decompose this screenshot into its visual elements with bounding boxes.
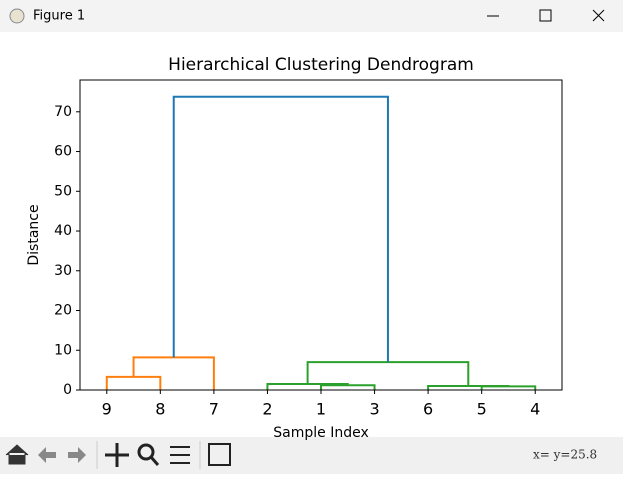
y-tick-label: 40	[54, 223, 72, 239]
plot-frame	[79, 79, 563, 391]
y-tick-label: 60	[54, 144, 72, 160]
x-tick-label: 4	[530, 400, 540, 419]
dendrogram-link	[105, 375, 162, 390]
dendrogram-link	[172, 95, 389, 363]
x-tick-label: 5	[477, 400, 487, 419]
x-tick-label: 8	[155, 400, 165, 419]
zoom-button[interactable]	[137, 443, 160, 466]
title-bar	[0, 0, 623, 32]
configure-button[interactable]	[170, 446, 190, 464]
y-tick-label: 30	[54, 263, 72, 279]
x-tick-label: 3	[369, 400, 379, 419]
close-button[interactable]	[592, 9, 605, 22]
dendrogram-link	[266, 383, 349, 390]
y-tick-label: 50	[54, 183, 72, 199]
window-title: Figure 1	[33, 9, 85, 24]
dendrogram-link	[320, 384, 376, 390]
pan-button[interactable]	[105, 443, 129, 467]
save-button[interactable]	[208, 443, 231, 466]
y-tick-label: 10	[54, 342, 72, 358]
y-tick-label: 70	[54, 104, 72, 120]
y-tick-label: 0	[63, 382, 72, 398]
x-tick-label: 1	[316, 400, 326, 419]
dendrogram-link	[132, 356, 215, 390]
x-tick-label: 7	[209, 400, 219, 419]
x-tick-label: 6	[423, 400, 433, 419]
forward-button[interactable]	[68, 447, 86, 463]
status-text: x= y=25.8	[533, 448, 597, 462]
toolbar	[0, 437, 623, 474]
dendrogram-link	[427, 385, 510, 390]
x-axis-label: Sample Index	[273, 425, 368, 441]
dendrogram-link	[306, 361, 470, 387]
back-button[interactable]	[38, 447, 56, 463]
y-axis-label: Distance	[26, 204, 42, 265]
home-button[interactable]	[5, 444, 29, 465]
y-tick-label: 20	[54, 303, 72, 319]
x-tick-label: 9	[102, 400, 112, 419]
chart-title: Hierarchical Clustering Dendrogram	[168, 55, 474, 75]
app-icon	[9, 8, 25, 24]
x-tick-label: 2	[262, 400, 272, 419]
maximize-button[interactable]	[539, 9, 552, 22]
